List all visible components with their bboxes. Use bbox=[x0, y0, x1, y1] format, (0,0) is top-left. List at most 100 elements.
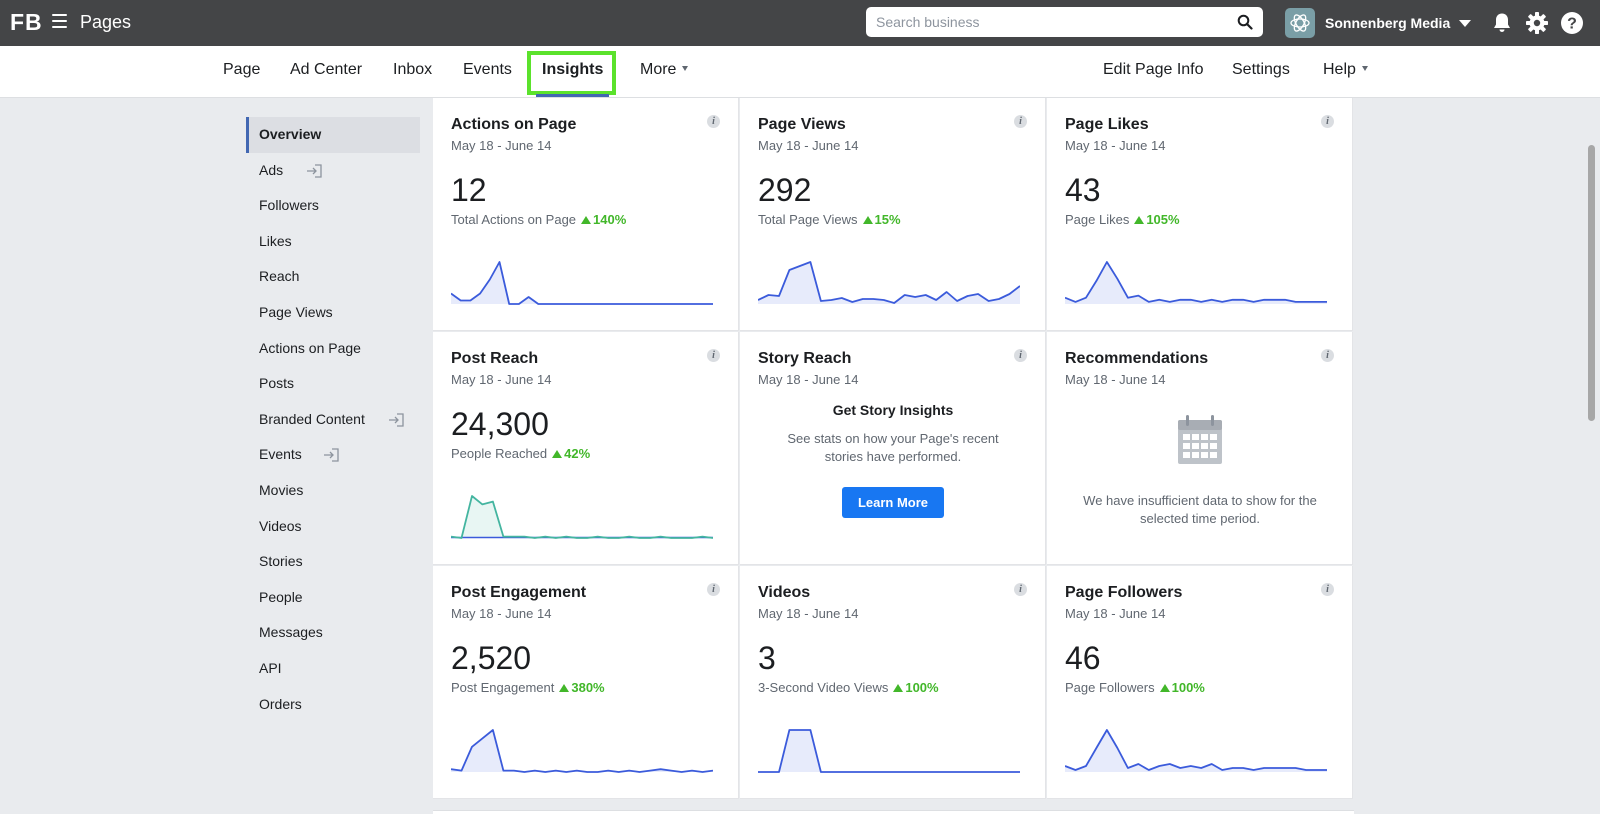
insights-grid: Actions on Page May 18 - June 14 i 12 To… bbox=[433, 98, 1354, 799]
app-title[interactable]: Pages bbox=[80, 12, 132, 32]
tab-insights[interactable]: Insights bbox=[542, 61, 604, 78]
sidebar-item-movies[interactable]: Movies bbox=[246, 473, 420, 509]
card-page-likes[interactable]: Page Likes May 18 - June 14 i 43 Page Li… bbox=[1047, 98, 1353, 331]
external-link-icon bbox=[389, 413, 404, 427]
learn-more-button[interactable]: Learn More bbox=[842, 487, 944, 518]
next-section-edge bbox=[433, 810, 1354, 814]
up-arrow-icon bbox=[581, 216, 592, 224]
sidebar-item-label: Stories bbox=[259, 553, 303, 570]
bell-icon[interactable] bbox=[1490, 11, 1514, 35]
help-menu[interactable]: Help bbox=[1323, 61, 1368, 79]
sidebar-item-label: Followers bbox=[259, 197, 319, 214]
tab-more-label: More bbox=[640, 61, 677, 78]
sparkline-line bbox=[451, 261, 713, 305]
sidebar-item-overview[interactable]: Overview bbox=[246, 117, 420, 153]
sidebar-item-stories[interactable]: Stories bbox=[246, 544, 420, 580]
caret-down-icon bbox=[682, 66, 689, 71]
sparkline-chart bbox=[758, 729, 1020, 773]
card-date: May 18 - June 14 bbox=[451, 372, 552, 387]
sparkline-chart bbox=[451, 729, 713, 773]
sidebar-item-branded-content[interactable]: Branded Content bbox=[246, 402, 420, 438]
tab-inbox[interactable]: Inbox bbox=[393, 61, 433, 78]
info-icon[interactable]: i bbox=[1321, 115, 1334, 128]
tab-more[interactable]: More bbox=[640, 61, 689, 79]
info-icon[interactable]: i bbox=[1014, 115, 1027, 128]
sidebar-item-reach[interactable]: Reach bbox=[246, 259, 420, 295]
sidebar-item-followers[interactable]: Followers bbox=[246, 188, 420, 224]
sidebar-item-label: Videos bbox=[259, 517, 302, 534]
brand-logo-icon bbox=[1290, 14, 1310, 32]
page-scrollbar[interactable] bbox=[1588, 145, 1595, 421]
card-date: May 18 - June 14 bbox=[758, 372, 859, 387]
tab-ad-center[interactable]: Ad Center bbox=[290, 61, 363, 78]
metric-change: 380% bbox=[571, 680, 605, 695]
tab-page[interactable]: Page bbox=[223, 61, 261, 78]
insights-sidebar: Overview Ads Followers Likes Reach Page … bbox=[246, 117, 420, 722]
up-arrow-icon bbox=[893, 684, 904, 692]
metric-label: 3-Second Video Views bbox=[758, 680, 889, 695]
sidebar-item-likes[interactable]: Likes bbox=[246, 224, 420, 260]
sparkline-line bbox=[451, 495, 713, 539]
menu-icon[interactable] bbox=[52, 14, 67, 28]
sparkline-line bbox=[758, 729, 1020, 773]
sidebar-item-page-views[interactable]: Page Views bbox=[246, 295, 420, 331]
card-title: Actions on Page bbox=[451, 116, 577, 133]
tab-events[interactable]: Events bbox=[463, 61, 512, 78]
card-value: 292 bbox=[758, 172, 812, 208]
info-icon[interactable]: i bbox=[707, 583, 720, 596]
card-post-reach[interactable]: Post Reach May 18 - June 14 i 24,300 Peo… bbox=[433, 332, 739, 565]
sparkline-area bbox=[451, 496, 713, 538]
up-arrow-icon bbox=[552, 450, 563, 458]
sidebar-item-messages[interactable]: Messages bbox=[246, 615, 420, 651]
sidebar-item-label: Orders bbox=[259, 695, 302, 712]
external-link-icon bbox=[307, 163, 322, 178]
card-post-engagement[interactable]: Post Engagement May 18 - June 14 i 2,520… bbox=[433, 566, 739, 799]
svg-text:?: ? bbox=[1567, 16, 1577, 33]
sidebar-item-events[interactable]: Events bbox=[246, 437, 420, 473]
account-switcher[interactable]: Sonnenberg Media bbox=[1285, 7, 1472, 39]
sidebar-item-orders[interactable]: Orders bbox=[246, 687, 420, 723]
search-input[interactable] bbox=[874, 13, 1228, 31]
info-icon[interactable]: i bbox=[1321, 349, 1334, 362]
sidebar-item-people[interactable]: People bbox=[246, 580, 420, 616]
sidebar-item-posts[interactable]: Posts bbox=[246, 366, 420, 402]
sidebar-item-label: Overview bbox=[259, 126, 322, 142]
card-recommendations[interactable]: Recommendations May 18 - June 14 i We ha… bbox=[1047, 332, 1353, 565]
info-icon[interactable]: i bbox=[707, 349, 720, 362]
help-icon[interactable]: ? bbox=[1560, 11, 1584, 35]
metric-label: Total Page Views bbox=[758, 212, 858, 227]
sidebar-item-label: Likes bbox=[259, 232, 292, 249]
info-icon[interactable]: i bbox=[1014, 349, 1027, 362]
sidebar-item-label: Page Views bbox=[259, 303, 333, 320]
sidebar-item-label: Events bbox=[259, 446, 302, 463]
insufficient-data-message: We have insufficient data to show for th… bbox=[1083, 493, 1317, 526]
sidebar-item-actions-on-page[interactable]: Actions on Page bbox=[246, 331, 420, 367]
card-page-views[interactable]: Page Views May 18 - June 14 i 292 Total … bbox=[740, 98, 1046, 331]
sparkline-area bbox=[758, 262, 1020, 304]
card-videos[interactable]: Videos May 18 - June 14 i 3 3-Second Vid… bbox=[740, 566, 1046, 799]
info-icon[interactable]: i bbox=[707, 115, 720, 128]
up-arrow-icon bbox=[1134, 216, 1145, 224]
edit-page-info-link[interactable]: Edit Page Info bbox=[1103, 61, 1204, 78]
card-date: May 18 - June 14 bbox=[1065, 606, 1166, 621]
card-actions-on-page[interactable]: Actions on Page May 18 - June 14 i 12 To… bbox=[433, 98, 739, 331]
info-icon[interactable]: i bbox=[1321, 583, 1334, 596]
sidebar-item-ads[interactable]: Ads bbox=[246, 153, 420, 189]
settings-link[interactable]: Settings bbox=[1232, 61, 1290, 78]
sidebar-item-videos[interactable]: Videos bbox=[246, 509, 420, 545]
sparkline-chart bbox=[758, 261, 1020, 304]
sidebar-item-api[interactable]: API bbox=[246, 651, 420, 687]
search-icon[interactable] bbox=[1237, 14, 1253, 30]
gear-icon[interactable] bbox=[1525, 11, 1549, 35]
sidebar-item-label: API bbox=[259, 659, 282, 676]
sparkline-area bbox=[451, 730, 713, 772]
top-bar: FB Pages Sonnenberg Media bbox=[0, 0, 1600, 46]
fb-logo[interactable]: FB bbox=[10, 9, 43, 35]
account-name: Sonnenberg Media bbox=[1325, 15, 1451, 31]
card-story-reach[interactable]: Story Reach May 18 - June 14 i Get Story… bbox=[740, 332, 1046, 565]
sparkline-chart bbox=[451, 261, 713, 305]
info-icon[interactable]: i bbox=[1014, 583, 1027, 596]
calendar-icon bbox=[1178, 415, 1222, 464]
card-page-followers[interactable]: Page Followers May 18 - June 14 i 46 Pag… bbox=[1047, 566, 1353, 799]
account-avatar bbox=[1285, 8, 1315, 38]
